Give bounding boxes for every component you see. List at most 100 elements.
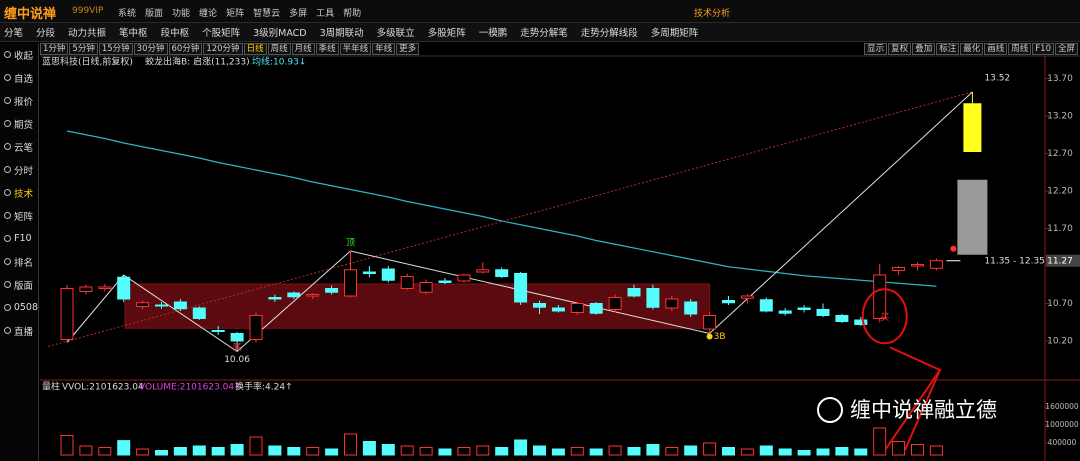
period-button[interactable]: 月线 <box>291 43 315 55</box>
volume-tick-label: 400000 <box>1048 438 1077 447</box>
sidebar-item[interactable]: 收起 <box>0 43 38 66</box>
tool-button[interactable]: 周线 <box>1008 43 1032 55</box>
menu-item[interactable]: 矩阵 <box>226 9 245 19</box>
tool-button[interactable]: 叠加 <box>912 43 936 55</box>
sidebar-item[interactable]: 自选 <box>0 66 38 89</box>
tool-button[interactable]: 多周期矩阵 <box>650 28 699 39</box>
tool-button[interactable]: 走势分解笔 <box>520 28 568 39</box>
sidebar-item[interactable]: 期货 <box>0 112 38 135</box>
period-button[interactable]: 周线 <box>267 43 291 55</box>
sidebar-item[interactable]: 云笔 <box>0 135 38 158</box>
volume-bar <box>211 447 225 456</box>
tool-button[interactable]: 3周期联动 <box>319 28 364 39</box>
tool-button[interactable]: 分段 <box>36 28 56 39</box>
volume-tick-label: 1000000 <box>1045 420 1079 429</box>
period-button[interactable]: 60分钟 <box>168 43 203 55</box>
tool-button[interactable]: 全屏 <box>1054 43 1078 55</box>
period-button[interactable]: 5分钟 <box>69 43 98 55</box>
tool-button[interactable]: 分笔 <box>4 28 24 39</box>
tool-button[interactable]: 动力共振 <box>68 28 107 39</box>
candle-body <box>79 286 93 292</box>
volume-bar <box>495 447 509 456</box>
candle-body <box>60 288 74 340</box>
sidebar-item[interactable]: 版面 <box>0 273 38 296</box>
candle-body <box>362 271 376 274</box>
tool-button[interactable]: 显示 <box>864 43 888 55</box>
menu-item[interactable]: 智慧云 <box>253 9 281 19</box>
menu-item[interactable]: 缠论 <box>199 9 218 19</box>
period-button[interactable]: 15分钟 <box>98 43 133 55</box>
tool-button[interactable]: 多级联立 <box>376 28 415 39</box>
tool-button[interactable]: 3级别MACD <box>253 28 307 39</box>
trend-line <box>47 91 973 347</box>
tool-button[interactable]: 段中枢 <box>160 28 190 39</box>
sidebar-item[interactable]: 报价 <box>0 89 38 112</box>
sidebar-icon <box>4 74 11 81</box>
tool-button[interactable]: 多股矩阵 <box>427 28 466 39</box>
period-button[interactable]: 日线 <box>243 43 267 55</box>
tool-button[interactable]: 个股矩阵 <box>202 28 241 39</box>
tool-button[interactable]: F10 <box>1032 43 1054 55</box>
period-button[interactable]: 30分钟 <box>133 43 168 55</box>
tool-button[interactable]: 标注 <box>936 43 960 55</box>
candle-body <box>306 294 320 297</box>
sidebar-item[interactable]: 直播 <box>0 319 38 342</box>
period-button[interactable]: 1分钟 <box>40 43 69 55</box>
menu-item[interactable]: 多屏 <box>289 9 308 19</box>
sidebar-icon <box>4 189 11 196</box>
arrow <box>889 346 942 451</box>
tool-button[interactable]: 画线 <box>984 43 1008 55</box>
sidebar-item[interactable]: 0508 <box>0 296 38 319</box>
menu-item[interactable]: 功能 <box>172 9 191 19</box>
menu-item[interactable]: 帮助 <box>343 9 362 19</box>
volume-bar <box>911 444 924 456</box>
period-button[interactable]: 更多 <box>396 43 420 55</box>
tool-button[interactable]: 最化 <box>960 43 984 55</box>
sidebar-label: 云笔 <box>14 142 34 154</box>
candle-body <box>495 269 509 277</box>
candle-body <box>759 299 773 312</box>
volume-tick-label: 1600000 <box>1045 402 1079 411</box>
period-button[interactable]: 半年线 <box>339 43 372 55</box>
ma-line <box>66 130 937 287</box>
sidebar-item[interactable]: F10 <box>0 227 38 250</box>
period-button[interactable]: 120分钟 <box>203 43 243 55</box>
menu-item[interactable]: 工具 <box>316 9 335 19</box>
logo: 缠中说禅 <box>4 7 57 22</box>
bi-line <box>66 91 973 353</box>
tool-button[interactable]: 一模鹏 <box>478 28 508 39</box>
volume-bar <box>892 441 906 456</box>
tool-button[interactable]: 复权 <box>888 43 912 55</box>
y-tick-label: 10.20 <box>1047 337 1073 347</box>
candle-body <box>514 273 528 303</box>
menu-item[interactable]: 系统 <box>118 9 137 19</box>
sidebar-label: 直播 <box>14 326 34 338</box>
sidebar-item[interactable]: 分时 <box>0 158 38 181</box>
candle-body <box>419 282 433 293</box>
candle-body <box>192 307 206 319</box>
volume-bar <box>173 447 187 456</box>
period-button[interactable]: 年线 <box>372 43 396 55</box>
period-bar: 1分钟 5分钟 15分钟 30分钟 60分钟 120分钟 日线 周线 月线 季线 半年线 年线 更多 <box>40 43 420 55</box>
volume-bar <box>476 445 490 456</box>
menu-item[interactable]: 版面 <box>145 9 164 19</box>
sidebar-item[interactable]: 技术 <box>0 181 38 204</box>
sidebar-icon <box>4 166 11 173</box>
candle-body <box>476 269 490 273</box>
candle-body <box>533 303 546 308</box>
volume-bar <box>287 447 301 456</box>
sidebar-item[interactable]: 排名 <box>0 250 38 273</box>
volume-bar <box>854 448 868 456</box>
volume-bar <box>117 440 131 456</box>
period-button[interactable]: 季线 <box>315 43 339 55</box>
volume-bar <box>608 445 622 456</box>
candle-body <box>589 303 603 314</box>
tool-button[interactable]: 笔中枢 <box>119 28 148 39</box>
sidebar-icon <box>4 327 11 334</box>
buy-label: 买 <box>880 312 889 323</box>
sidebar-item[interactable]: 矩阵 <box>0 204 38 227</box>
sidebar-label: 排名 <box>14 257 34 269</box>
tool-button[interactable]: 走势分解线段 <box>580 28 638 39</box>
